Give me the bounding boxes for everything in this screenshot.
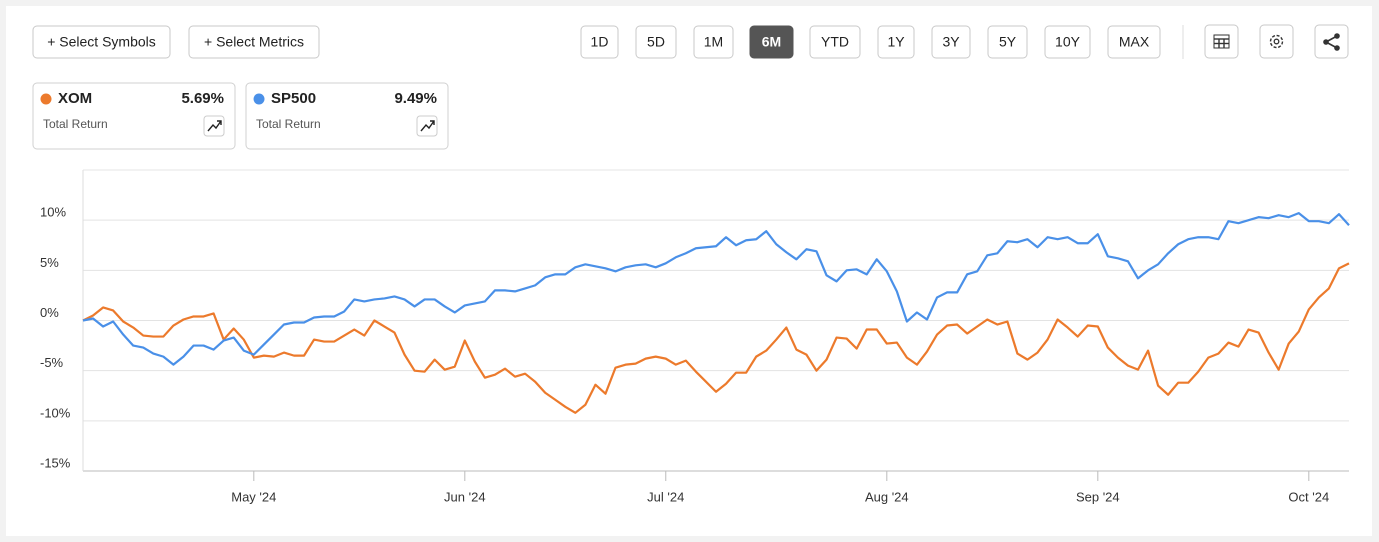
button-frame bbox=[32, 25, 171, 59]
range-button[interactable]: 1M bbox=[693, 25, 734, 59]
range-button[interactable]: 5D bbox=[635, 25, 677, 59]
range-button[interactable]: 3Y bbox=[931, 25, 971, 59]
y-tick-label: 10% bbox=[40, 205, 66, 220]
legend-name: XOM bbox=[58, 90, 92, 107]
button-label: MAX bbox=[1119, 34, 1150, 50]
button-frame bbox=[188, 25, 320, 59]
legend-card[interactable]: XOM 5.69% Total Return bbox=[32, 82, 236, 150]
button-label: 1Y bbox=[887, 34, 905, 50]
legend-value: 9.49% bbox=[394, 90, 437, 107]
button-label: YTD bbox=[821, 34, 849, 50]
button-label: + Select Symbols bbox=[47, 34, 156, 50]
button-label: 1M bbox=[704, 34, 723, 50]
y-tick-label: 5% bbox=[40, 255, 59, 270]
button-frame bbox=[877, 25, 915, 59]
x-tick-label: May '24 bbox=[231, 489, 276, 504]
legend-value: 5.69% bbox=[181, 90, 224, 107]
series-line bbox=[82, 262, 1350, 414]
table-button[interactable] bbox=[1204, 24, 1239, 59]
range-button[interactable]: YTD bbox=[809, 25, 861, 59]
button-label: 5Y bbox=[999, 34, 1017, 50]
x-tick-label: Oct '24 bbox=[1288, 489, 1329, 504]
button-frame bbox=[635, 25, 677, 59]
range-button[interactable]: 10Y bbox=[1044, 25, 1091, 59]
button-label: 5D bbox=[647, 34, 665, 50]
button-frame bbox=[987, 25, 1028, 59]
x-tick-label: Jun '24 bbox=[444, 489, 486, 504]
button-label: 3Y bbox=[942, 34, 960, 50]
button-label: + Select Metrics bbox=[204, 34, 304, 50]
y-tick-label: -15% bbox=[40, 455, 71, 470]
legend-name: SP500 bbox=[271, 90, 316, 107]
button-frame bbox=[1044, 25, 1091, 59]
x-tick-label: Jul '24 bbox=[647, 489, 684, 504]
button-frame bbox=[809, 25, 861, 59]
share-button[interactable] bbox=[1314, 24, 1349, 59]
y-tick-label: -5% bbox=[40, 355, 64, 370]
select-button[interactable]: + Select Metrics bbox=[188, 25, 320, 59]
x-tick-label: Aug '24 bbox=[865, 489, 909, 504]
legend-caption: Total Return bbox=[256, 117, 321, 131]
button-frame bbox=[1107, 25, 1161, 59]
card-frame bbox=[32, 82, 236, 150]
trend-icon bbox=[420, 120, 435, 132]
range-button[interactable]: 6M bbox=[749, 25, 794, 59]
range-button[interactable]: 5Y bbox=[987, 25, 1028, 59]
range-button[interactable]: 1Y bbox=[877, 25, 915, 59]
button-frame bbox=[931, 25, 971, 59]
legend-card[interactable]: SP500 9.49% Total Return bbox=[245, 82, 449, 150]
button-label: 1D bbox=[591, 34, 609, 50]
select-button[interactable]: + Select Symbols bbox=[32, 25, 171, 59]
button-frame bbox=[693, 25, 734, 59]
button-label: 10Y bbox=[1055, 34, 1081, 50]
button-frame bbox=[580, 25, 619, 59]
y-tick-label: -10% bbox=[40, 405, 71, 420]
legend-dot bbox=[40, 93, 52, 105]
button-label: 6M bbox=[762, 34, 781, 50]
legend-dot bbox=[253, 93, 265, 105]
series-line bbox=[82, 212, 1350, 366]
range-button[interactable]: MAX bbox=[1107, 25, 1161, 59]
card-frame bbox=[245, 82, 449, 150]
trend-icon bbox=[207, 120, 222, 132]
button-frame bbox=[749, 25, 794, 59]
y-tick-label: 0% bbox=[40, 305, 59, 320]
legend-caption: Total Return bbox=[43, 117, 108, 131]
settings-button[interactable] bbox=[1259, 24, 1294, 59]
range-button[interactable]: 1D bbox=[580, 25, 619, 59]
x-tick-label: Sep '24 bbox=[1076, 489, 1120, 504]
